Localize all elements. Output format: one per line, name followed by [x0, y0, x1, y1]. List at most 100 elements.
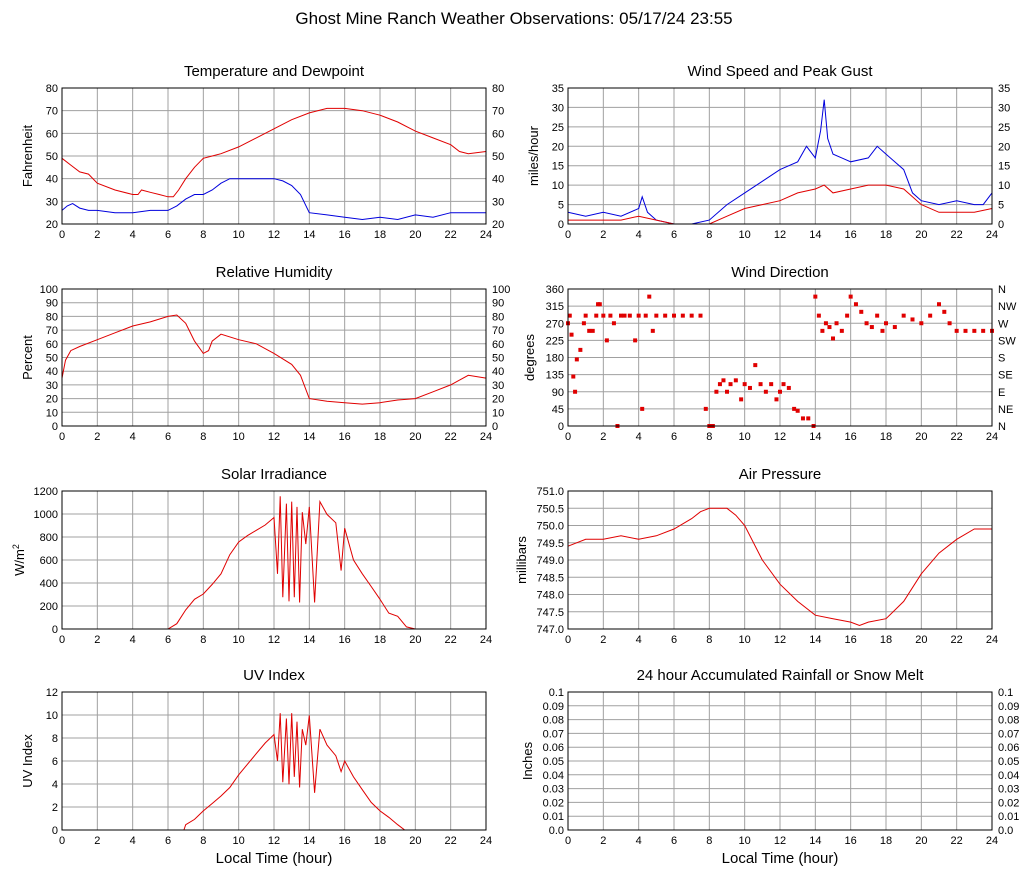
y-tick-label: 100	[40, 284, 58, 296]
x-tick-label: 4	[636, 431, 642, 443]
y-tick-label: 0.01	[543, 811, 564, 823]
y-right-tick-label: 10	[998, 180, 1010, 192]
y-tick-label: 0	[52, 624, 58, 636]
data-point	[739, 397, 744, 402]
y-tick-label: 0.09	[543, 701, 564, 713]
data-point	[892, 325, 897, 330]
y-tick-label: 748.5	[536, 572, 564, 584]
data-point	[963, 328, 968, 333]
x-tick-label: 24	[480, 431, 492, 443]
data-point	[848, 294, 853, 299]
data-point	[845, 313, 850, 318]
y-axis-label: W/m2	[11, 544, 27, 576]
y-tick-label: 0	[558, 219, 564, 231]
x-tick-label: 20	[915, 835, 927, 847]
y-right-tick-label: 50	[492, 151, 504, 163]
y-tick-label: 180	[546, 353, 564, 365]
data-point	[590, 328, 595, 333]
x-tick-label: 0	[59, 431, 65, 443]
y-right-tick-label: 0.04	[998, 770, 1019, 782]
x-tick-label: 20	[409, 634, 421, 646]
data-point	[578, 347, 583, 352]
x-tick-label: 22	[951, 634, 963, 646]
data-point	[583, 313, 588, 318]
x-tick-label: 10	[739, 431, 751, 443]
y-axis-label: Percent	[20, 335, 35, 380]
x-tick-label: 0	[565, 229, 571, 241]
chart-title: 24 hour Accumulated Rainfall or Snow Mel…	[637, 667, 925, 684]
series-line-peak-gust	[567, 99, 993, 225]
data-point	[725, 389, 729, 394]
data-point	[901, 313, 906, 318]
chart-title: UV Index	[243, 667, 305, 684]
x-tick-label: 6	[671, 634, 677, 646]
y-right-tick-label: 0.03	[998, 784, 1019, 796]
x-tick-label: 6	[165, 431, 171, 443]
y-tick-label: 200	[40, 601, 58, 613]
chart-rainfall: 24 hour Accumulated Rainfall or Snow Mel…	[520, 667, 1019, 867]
y-tick-label: 30	[552, 102, 564, 114]
y-right-tick-label: N	[998, 284, 1006, 296]
x-tick-label: 18	[880, 634, 892, 646]
data-point	[747, 385, 752, 390]
x-tick-label: 2	[600, 431, 606, 443]
data-point	[859, 309, 864, 314]
y-tick-label: 0.0	[549, 825, 564, 837]
y-right-tick-label: 0.01	[998, 811, 1019, 823]
x-tick-label: 12	[774, 229, 786, 241]
data-point	[581, 321, 586, 326]
x-tick-label: 14	[303, 431, 315, 443]
y-tick-label: 0.05	[543, 756, 564, 768]
y-tick-label: 751.0	[536, 486, 564, 498]
x-axis-label: Local Time (hour)	[216, 850, 333, 867]
y-tick-label: 2	[52, 802, 58, 814]
series-line-uv-index	[62, 713, 486, 831]
x-tick-label: 18	[880, 431, 892, 443]
x-tick-label: 14	[809, 634, 821, 646]
data-point	[758, 382, 763, 387]
data-point	[608, 313, 613, 318]
y-right-tick-label: 0.09	[998, 701, 1019, 713]
y-right-tick-label: 60	[492, 339, 504, 351]
y-tick-label: 1000	[34, 509, 58, 521]
x-tick-label: 0	[59, 835, 65, 847]
x-tick-label: 10	[739, 229, 751, 241]
y-right-tick-label: SE	[998, 370, 1013, 382]
y-tick-label: 10	[552, 180, 564, 192]
series-line-relative-humidity	[61, 314, 487, 405]
x-tick-label: 16	[845, 229, 857, 241]
y-tick-label: 800	[40, 532, 58, 544]
x-tick-label: 18	[374, 634, 386, 646]
data-point	[806, 416, 811, 421]
y-tick-label: 15	[552, 161, 564, 173]
y-tick-label: 0.06	[543, 742, 564, 754]
y-right-tick-label: 50	[492, 353, 504, 365]
x-tick-label: 18	[374, 229, 386, 241]
x-tick-label: 20	[915, 229, 927, 241]
y-tick-label: 747.5	[536, 607, 564, 619]
x-tick-label: 18	[880, 229, 892, 241]
x-tick-label: 16	[339, 229, 351, 241]
y-tick-label: 50	[46, 151, 58, 163]
data-point	[795, 408, 800, 413]
y-tick-label: 70	[46, 106, 58, 118]
y-axis-label: UV Index	[20, 734, 35, 788]
data-point	[827, 325, 832, 330]
x-tick-label: 18	[374, 431, 386, 443]
y-right-tick-label: 10	[492, 407, 504, 419]
y-tick-label: 30	[46, 196, 58, 208]
y-axis-label: Fahrenheit	[20, 125, 35, 188]
data-point	[647, 294, 652, 299]
data-point	[733, 378, 738, 383]
data-point	[594, 313, 599, 318]
x-tick-label: 0	[59, 229, 65, 241]
y-tick-label: 45	[552, 404, 564, 416]
y-right-tick-label: S	[998, 353, 1005, 365]
series-line-dewpoint	[61, 178, 486, 221]
x-tick-label: 24	[986, 229, 998, 241]
data-point	[663, 313, 668, 318]
x-tick-label: 4	[636, 229, 642, 241]
